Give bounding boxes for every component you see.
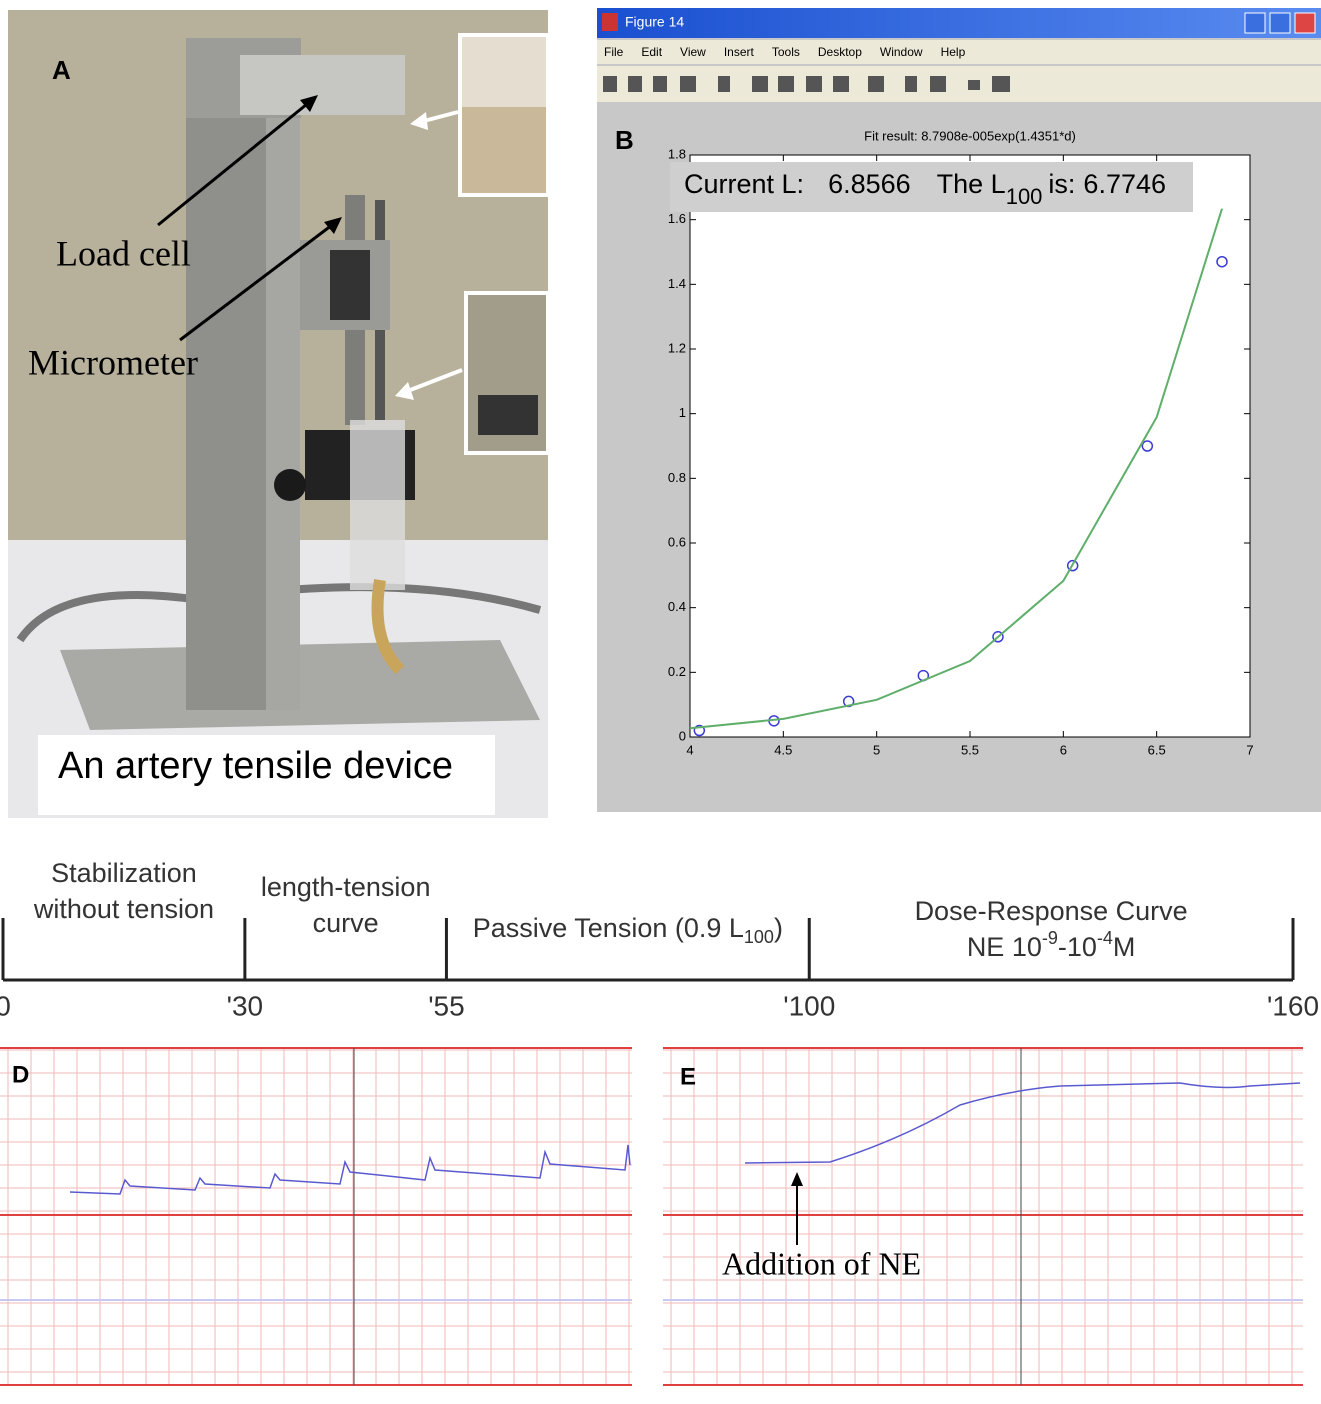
phase-label-part: curve [313,908,379,938]
y-tick-label: 0.8 [668,470,686,485]
menu-item: Help [941,45,966,59]
phase-label-part: ) [774,913,783,943]
phase-label-part: Passive Tension (0.9 L [473,913,744,943]
phase-label-part: -4 [1097,928,1113,948]
y-tick-label: 0.6 [668,534,686,549]
phase-label-part: 100 [744,927,774,947]
menu-item: Edit [641,45,662,59]
data-point [1216,255,1228,268]
readout-value: 6.8566 [828,169,911,199]
x-tick-label: 4 [686,742,693,757]
readout-sub: 100 [1006,184,1043,209]
timeline: 0 '30 '55 '100 '160 Stabilization without tens… [0,858,1319,1021]
data-point [1066,559,1079,572]
readout-value: 6.7746 [1083,169,1166,199]
window-title: Figure 14 [625,14,684,30]
plot-area [689,154,1251,738]
x-tick-label: 5 [873,742,880,757]
phase-label: curve [313,908,379,938]
menu-item: Tools [772,45,800,59]
phase-label: Dose-Response Curve [915,896,1188,926]
x-tick-label: 7 [1246,742,1253,757]
data-point [693,724,706,737]
menu-item: View [680,45,706,59]
panel-b: Figure 14 File Edit View Insert Tools Desktop… [597,8,1321,812]
x-tick-label: 4.5 [774,742,792,757]
phase-label-part: -10 [1058,932,1097,962]
x-tick-label: 6 [1060,742,1067,757]
y-tick-label: 0.4 [668,599,686,614]
timeline-tick-label: '55 [428,990,465,1021]
phase-label-part: length-tension [261,872,431,902]
y-tick-label: 1 [679,405,686,420]
phase-label: length-tension [261,872,431,902]
annotation: Addition of NE [722,1245,921,1281]
chart-title: Fit result: 8.7908e-005exp(1.4351*d) [864,128,1076,143]
panel-label: A [52,55,71,85]
phase-label-part: Dose-Response Curve [915,896,1188,926]
annotation: Load cell [56,233,191,273]
data-point [1141,440,1154,452]
timeline-tick-label: '30 [227,990,264,1021]
phase-label-part: NE 10 [967,932,1042,962]
timeline-tick-label: '100 [783,990,835,1021]
phase-label-part: without tension [33,894,214,924]
phase-label-part: -9 [1042,928,1058,948]
annotation: Micrometer [28,342,198,382]
menu-item: Desktop [818,45,862,59]
y-tick-label: 1.6 [668,211,686,226]
y-tick-label: 1.8 [668,146,686,161]
menu-item: Insert [724,45,755,59]
recorder-grid-group [0,1047,632,1386]
readout-label: is: [1048,169,1075,199]
phase-label: without tension [33,894,214,924]
readout-label: The L [937,169,1006,199]
panel-a: A Load cell Micrometer An artery tensile… [8,10,550,818]
timeline-tick-label: '160 [1267,990,1319,1021]
menu-item: File [604,45,624,59]
y-tick-label: 1.4 [668,276,686,291]
phase-label: Stabilization [51,858,197,888]
panel-label: B [615,125,634,155]
panel-label: D [12,1061,29,1088]
data-point [992,631,1004,643]
y-tick-label: 0 [679,728,686,743]
panel-label: E [680,1063,696,1090]
readout-label: Current L: [684,169,804,199]
panel-e: E Addition of NE [663,1045,1303,1395]
menu-item: Window [880,45,923,59]
y-tick-label: 0.2 [668,664,686,679]
y-tick-label: 1.2 [668,340,686,355]
x-tick-label: 6.5 [1148,742,1166,757]
timeline-tick-label: 0 [0,990,11,1021]
phase-label-part: Stabilization [51,858,197,888]
x-tick-label: 5.5 [961,742,979,757]
readout: Current L: 6.8566 The L100 is: 6.7746 [684,169,1166,209]
recorder-grid-group [663,1047,1303,1386]
fit-curve [689,208,1223,730]
panel-d: D [0,1045,632,1395]
caption: An artery tensile device [58,745,453,787]
phase-label: NE 10-9-10-4M [967,928,1136,962]
phase-label-part: M [1113,932,1136,962]
phase-label: Passive Tension (0.9 L100) [473,913,783,947]
